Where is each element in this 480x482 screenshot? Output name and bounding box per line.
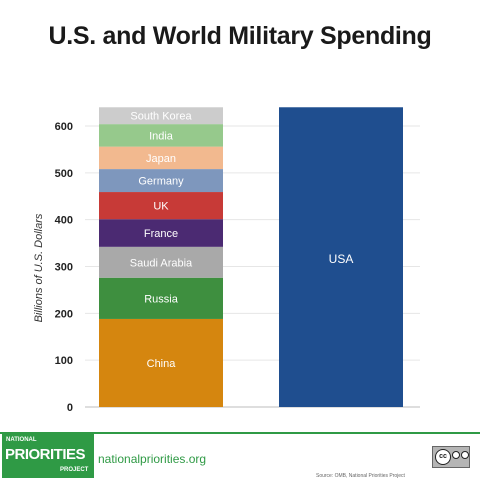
stacked-bar-segment [99, 146, 223, 170]
footer-bar [0, 432, 480, 482]
stacked-bar-segment [99, 124, 223, 147]
segment-label: India [149, 130, 174, 142]
y-tick-label: 500 [55, 168, 73, 180]
logo-main-text: PRIORITIES [5, 446, 86, 463]
stacked-bar-segment [99, 277, 223, 319]
npp-logo: NATIONAL PRIORITIES PROJECT [2, 434, 94, 478]
segment-label: China [147, 358, 177, 370]
y-tick-label: 600 [55, 121, 73, 133]
cc-license-icon: cc [432, 446, 470, 468]
usa-bar [279, 107, 403, 408]
chart-title: U.S. and World Military Spending [48, 22, 432, 50]
stacked-bar-segment [99, 192, 223, 220]
y-tick-label: 0 [67, 402, 73, 414]
logo-bottom-text: PROJECT [60, 467, 89, 473]
source-note: Source: OMB, National Priorities Project [316, 473, 405, 479]
y-axis-label: Billions of U.S. Dollars [33, 213, 45, 322]
segment-label: France [144, 228, 178, 240]
segment-label: Saudi Arabia [130, 257, 193, 269]
by-icon [452, 451, 460, 459]
segment-label: Russia [144, 293, 179, 305]
stacked-bar-segment [99, 318, 223, 407]
cc-icon: cc [435, 449, 451, 465]
y-tick-label: 100 [55, 355, 73, 367]
stacked-bar-segment [99, 107, 223, 125]
segment-label: Germany [138, 176, 184, 188]
site-url-link[interactable]: nationalpriorities.org [98, 452, 207, 466]
y-tick-label: 300 [55, 262, 73, 274]
segment-label: UK [153, 201, 169, 213]
segment-label: South Korea [130, 111, 192, 123]
stacked-bar-segment [99, 246, 223, 278]
nc-icon [461, 451, 469, 459]
segment-label: Japan [146, 153, 176, 165]
usa-bar-label: USA [329, 252, 354, 266]
stacked-bar-segment [99, 219, 223, 247]
y-tick-label: 400 [55, 215, 73, 227]
logo-top-text: NATIONAL [6, 437, 37, 443]
stacked-bar-segment [99, 169, 223, 193]
y-tick-label: 200 [55, 308, 73, 320]
